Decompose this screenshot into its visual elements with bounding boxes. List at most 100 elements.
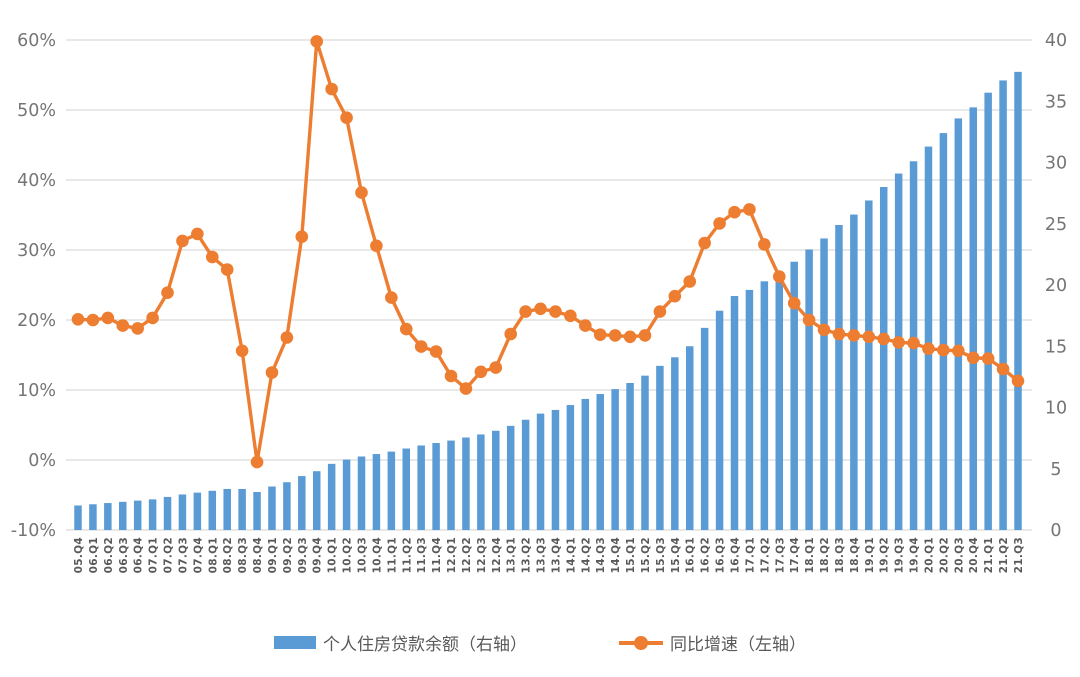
legend-label-growth: 同比增速（左轴） (670, 635, 806, 655)
x-axis-label: 11.Q2 (401, 537, 413, 573)
x-axis-label: 14.Q3 (595, 537, 607, 573)
growth-point (370, 239, 383, 253)
balance-bar (566, 405, 575, 530)
growth-point (176, 234, 189, 248)
balance-bar (1014, 71, 1022, 530)
balance-bar (133, 500, 142, 530)
balance-bar (223, 488, 231, 530)
x-axis-label: 13.Q4 (550, 537, 562, 573)
x-axis-label: 18.Q4 (849, 537, 861, 573)
growth-point (101, 311, 115, 325)
balance-bar (775, 271, 784, 530)
y-axis-left-label: -10% (11, 521, 56, 541)
balance-bar (104, 503, 112, 530)
growth-point (802, 313, 816, 327)
growth-point (907, 336, 920, 350)
growth-point (414, 340, 428, 353)
balance-bar (312, 471, 321, 530)
x-axis-label: 20.Q1 (923, 537, 935, 573)
x-axis-label: 09.Q2 (282, 537, 294, 573)
x-axis-label: 15.Q2 (640, 537, 652, 573)
x-axis-label: 15.Q1 (625, 537, 637, 573)
growth-point (459, 382, 473, 395)
balance-bar (656, 365, 664, 530)
x-axis-label: 19.Q4 (909, 537, 921, 573)
growth-point (758, 238, 771, 251)
growth-point (429, 345, 443, 358)
x-axis-label: 16.Q4 (730, 537, 742, 573)
growth-point (564, 309, 577, 323)
x-axis-label: 20.Q4 (968, 537, 980, 573)
balance-bar (521, 419, 530, 530)
balance-bar (462, 437, 470, 530)
growth-point (847, 329, 861, 342)
growth-point (862, 330, 876, 344)
x-axis-label: 10.Q3 (356, 537, 368, 573)
balance-bar (327, 463, 336, 530)
x-axis-label: 20.Q3 (953, 537, 965, 573)
growth-point (832, 327, 846, 341)
growth-point (593, 328, 607, 342)
balance-bar (820, 238, 828, 530)
x-axis-label: 06.Q3 (118, 537, 130, 573)
x-axis-label: 11.Q4 (431, 537, 443, 573)
balance-bar (685, 346, 694, 530)
growth-point (817, 323, 831, 337)
growth-point (728, 205, 741, 219)
balance-bar (835, 224, 843, 530)
y-axis-left-label: 40% (17, 171, 56, 191)
x-axis-label: 06.Q1 (88, 537, 100, 573)
x-axis-label: 17.Q2 (759, 537, 771, 573)
growth-point (220, 263, 234, 276)
x-axis-label: 16.Q1 (685, 537, 697, 573)
balance-bar (417, 445, 425, 530)
growth-point (981, 352, 995, 365)
x-axis-label: 07.Q1 (148, 537, 160, 573)
combo-chart: 60% 50% 40% 30% 20% 10% 0% -10% 40 35 30 25 20 15 10 5 0… (11, 31, 1067, 573)
growth-point (295, 230, 309, 243)
balance-bar (850, 214, 858, 530)
growth-point (743, 203, 756, 216)
balance-bar (148, 499, 157, 530)
growth-point (922, 342, 935, 356)
balance-bar (954, 118, 963, 531)
x-axis-label: 13.Q1 (506, 537, 518, 573)
x-axis-label: 18.Q2 (819, 537, 831, 573)
x-axis-label: 14.Q4 (610, 537, 622, 573)
balance-bar (163, 496, 172, 530)
growth-point (966, 351, 980, 365)
x-axis-label: 08.Q1 (207, 537, 219, 573)
x-axis-label: 10.Q1 (327, 537, 339, 573)
x-axis-label: 11.Q3 (416, 537, 428, 573)
x-axis-label: 20.Q2 (938, 537, 950, 573)
balance-bar (551, 409, 560, 530)
x-axis-label: 09.Q4 (312, 537, 324, 573)
growth-point (265, 366, 279, 379)
balance-bar (641, 375, 649, 530)
balance-bar (790, 261, 798, 530)
x-axis-label: 17.Q3 (774, 537, 786, 573)
balance-bar (894, 173, 903, 530)
growth-point (608, 329, 622, 342)
x-axis-label: 17.Q4 (789, 537, 801, 573)
balance-bar (253, 492, 261, 530)
legend-label-balance: 个人住房贷款余额（右轴） (323, 635, 527, 655)
x-axis-label: 21.Q1 (983, 537, 995, 573)
legend: 个人住房贷款余额（右轴） 同比增速（左轴） (0, 630, 1080, 655)
growth-point (444, 369, 458, 383)
y-axis-right-label: 25 (1045, 215, 1067, 235)
x-axis-label: 12.Q2 (461, 537, 473, 573)
growth-point (235, 344, 249, 358)
line-swatch (619, 635, 663, 650)
x-axis-label: 13.Q2 (521, 537, 533, 573)
y-axis-right-label: 35 (1045, 92, 1067, 112)
growth-point (325, 82, 338, 96)
y-axis-left-label: 60% (17, 31, 56, 51)
growth-point (713, 217, 726, 230)
x-axis-label: 19.Q3 (894, 537, 906, 573)
y-axis-left-label: 0% (28, 451, 56, 471)
balance-bar (715, 310, 724, 530)
growth-point (191, 227, 204, 241)
balance-bar (432, 443, 440, 530)
x-axis-label: 14.Q1 (565, 537, 577, 573)
